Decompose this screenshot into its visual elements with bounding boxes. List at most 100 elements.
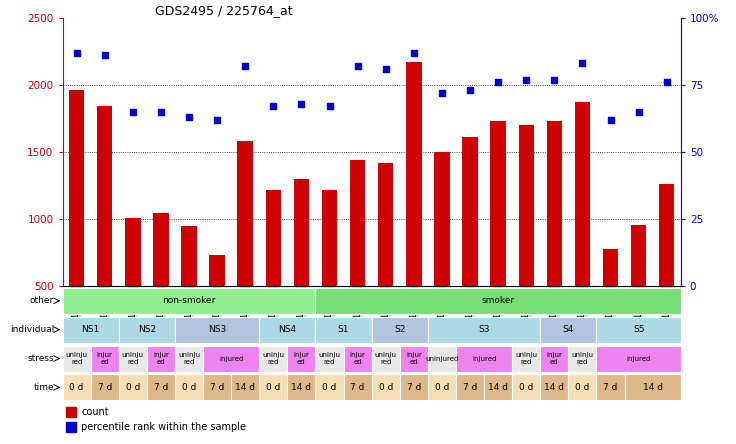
Text: 14 d: 14 d [291, 383, 311, 392]
Text: injur
ed: injur ed [350, 352, 366, 365]
Bar [63, 288, 316, 314]
Bar [63, 317, 118, 343]
Bar [659, 184, 674, 286]
Point [99, 52, 110, 59]
Point [380, 65, 392, 72]
Bar [568, 345, 596, 372]
Bar [518, 125, 534, 286]
Text: non-smoker: non-smoker [163, 296, 216, 305]
Text: S4: S4 [563, 325, 574, 334]
Bar [372, 374, 400, 400]
Text: injured: injured [626, 356, 651, 361]
Text: percentile rank within the sample: percentile rank within the sample [81, 422, 246, 432]
Bar [540, 317, 596, 343]
Text: injured: injured [219, 356, 244, 361]
Text: 14 d: 14 d [236, 383, 255, 392]
Bar [203, 374, 231, 400]
Point [71, 49, 82, 56]
Bar [259, 345, 287, 372]
Bar [512, 345, 540, 372]
Text: NS4: NS4 [278, 325, 297, 334]
Bar [512, 374, 540, 400]
Bar [147, 345, 175, 372]
Bar [316, 374, 344, 400]
Point [324, 103, 336, 110]
Text: time: time [34, 383, 54, 392]
Bar [400, 374, 428, 400]
Text: injured: injured [472, 356, 496, 361]
Text: 7 d: 7 d [463, 383, 477, 392]
Text: 14 d: 14 d [488, 383, 508, 392]
Point [492, 79, 504, 86]
Bar [118, 345, 147, 372]
Bar [456, 374, 484, 400]
Point [155, 108, 167, 115]
Bar [287, 374, 316, 400]
Bar [63, 374, 91, 400]
Text: smoker: smoker [481, 296, 514, 305]
Bar [209, 255, 225, 286]
Bar [118, 374, 147, 400]
Bar [316, 317, 372, 343]
Text: injur
ed: injur ed [96, 352, 113, 365]
Text: injur
ed: injur ed [153, 352, 169, 365]
Text: 0 d: 0 d [266, 383, 280, 392]
Text: individual: individual [10, 325, 54, 334]
Point [436, 89, 447, 96]
Text: 0 d: 0 d [182, 383, 197, 392]
Bar [490, 121, 506, 286]
Bar [259, 374, 287, 400]
Bar [350, 160, 365, 286]
Text: 0 d: 0 d [69, 383, 84, 392]
Text: 0 d: 0 d [519, 383, 534, 392]
Text: uninju
red: uninju red [262, 352, 284, 365]
Bar [294, 179, 309, 286]
Bar [287, 345, 316, 372]
Bar [238, 141, 253, 286]
Text: GDS2495 / 225764_at: GDS2495 / 225764_at [155, 4, 293, 16]
Text: 0 d: 0 d [126, 383, 140, 392]
Bar [434, 152, 450, 286]
Bar [406, 62, 422, 286]
Point [352, 63, 364, 70]
Text: uninjured: uninjured [425, 356, 459, 361]
Bar [66, 407, 76, 417]
Bar [596, 345, 681, 372]
Text: uninju
red: uninju red [375, 352, 397, 365]
Bar [428, 317, 540, 343]
Point [211, 116, 223, 123]
Text: S3: S3 [478, 325, 490, 334]
Text: 0 d: 0 d [322, 383, 336, 392]
Point [520, 76, 532, 83]
Bar [547, 121, 562, 286]
Bar [203, 345, 259, 372]
Text: count: count [81, 407, 109, 417]
Bar [63, 345, 91, 372]
Text: uninju
red: uninju red [122, 352, 144, 365]
Text: injur
ed: injur ed [406, 352, 422, 365]
Bar [462, 137, 478, 286]
Text: 7 d: 7 d [210, 383, 224, 392]
Text: NS3: NS3 [208, 325, 226, 334]
Bar [259, 317, 316, 343]
Bar [400, 345, 428, 372]
Text: 7 d: 7 d [350, 383, 365, 392]
Bar [344, 374, 372, 400]
Bar [540, 374, 568, 400]
Text: uninju
red: uninju red [571, 352, 593, 365]
Point [576, 60, 588, 67]
Bar [378, 163, 394, 286]
Bar [322, 190, 337, 286]
Bar [175, 374, 203, 400]
Text: uninju
red: uninju red [515, 352, 537, 365]
Text: NS2: NS2 [138, 325, 156, 334]
Text: uninju
red: uninju red [66, 352, 88, 365]
Bar [596, 317, 681, 343]
Text: injur
ed: injur ed [294, 352, 309, 365]
Bar [175, 317, 259, 343]
Bar [428, 345, 456, 372]
Bar [147, 374, 175, 400]
Text: S5: S5 [633, 325, 645, 334]
Bar [372, 345, 400, 372]
Bar [575, 103, 590, 286]
